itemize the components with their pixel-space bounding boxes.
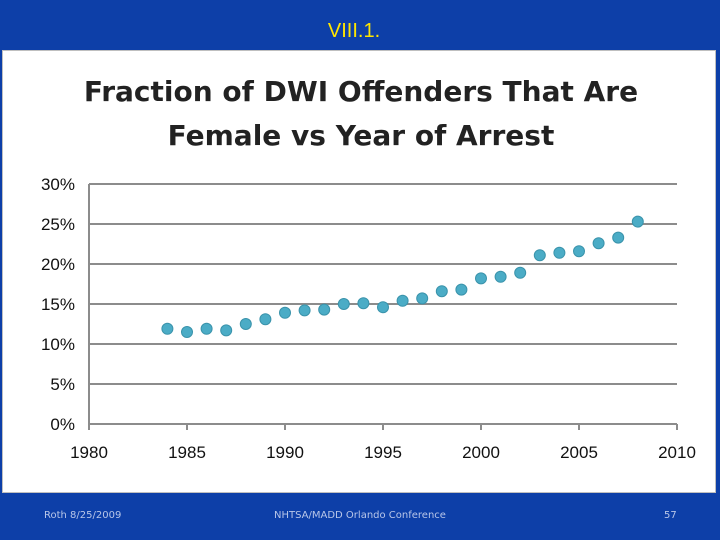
data-points (161, 215, 644, 338)
x-tick-label: 1985 (168, 443, 206, 462)
x-tick-labels: 1980 1985 1990 1995 2000 2005 2010 (70, 443, 696, 462)
chart-svg: Fraction of DWI Offenders That Are Femal… (41, 75, 696, 462)
chart-panel: Fraction of DWI Offenders That Are Femal… (2, 50, 716, 493)
data-point (377, 301, 389, 314)
data-point (592, 237, 605, 250)
x-tick-label: 2005 (560, 443, 598, 462)
data-point (396, 294, 409, 307)
data-point (514, 266, 527, 279)
y-tick-label: 25% (41, 215, 75, 234)
data-point (220, 324, 233, 337)
y-tick-label: 10% (41, 335, 75, 354)
slide-footer: Roth 8/25/2009 NHTSA/MADD Orlando Confer… (0, 500, 720, 540)
data-point (318, 303, 331, 316)
y-tick-labels: 0% 5% 10% 15% 20% 25% 30% (41, 175, 75, 434)
x-tick-label: 2010 (658, 443, 696, 462)
y-tick-label: 20% (41, 255, 75, 274)
data-point (239, 318, 252, 330)
slide-section-label: VIII.1. (327, 20, 381, 42)
y-tick-label: 15% (41, 295, 75, 314)
footer-conference: NHTSA/MADD Orlando Conference (274, 510, 446, 521)
footer-author-date: Roth 8/25/2009 (44, 510, 122, 521)
data-point (337, 298, 350, 310)
footer-page-number: 57 (664, 510, 677, 521)
slide-header-band (0, 0, 720, 50)
data-point (533, 249, 546, 262)
data-point (181, 326, 193, 338)
data-point (259, 313, 272, 326)
x-tick-label: 1990 (266, 443, 304, 462)
x-tick-label: 1980 (70, 443, 108, 462)
data-point (631, 215, 644, 228)
x-tick-label: 2000 (462, 443, 500, 462)
chart-title: Fraction of DWI Offenders That Are Femal… (84, 75, 638, 152)
data-point (279, 306, 291, 319)
data-point (161, 322, 174, 335)
data-point (494, 270, 507, 283)
data-point (357, 297, 370, 310)
chart-title-line-2: Female vs Year of Arrest (168, 119, 555, 152)
x-tick-label: 1995 (364, 443, 402, 462)
grid-lines (89, 183, 677, 385)
data-point (612, 231, 625, 244)
axes (88, 184, 678, 430)
y-tick-label: 30% (41, 175, 75, 194)
data-point (455, 283, 468, 296)
data-point (298, 304, 311, 317)
data-point (200, 322, 213, 335)
data-point (553, 246, 566, 259)
y-tick-label: 5% (50, 375, 75, 394)
y-tick-label: 0% (50, 415, 75, 434)
data-point (435, 285, 448, 298)
data-point (573, 245, 585, 258)
data-point (475, 272, 487, 285)
data-point (416, 292, 429, 305)
chart-title-line-1: Fraction of DWI Offenders That Are (84, 75, 638, 108)
